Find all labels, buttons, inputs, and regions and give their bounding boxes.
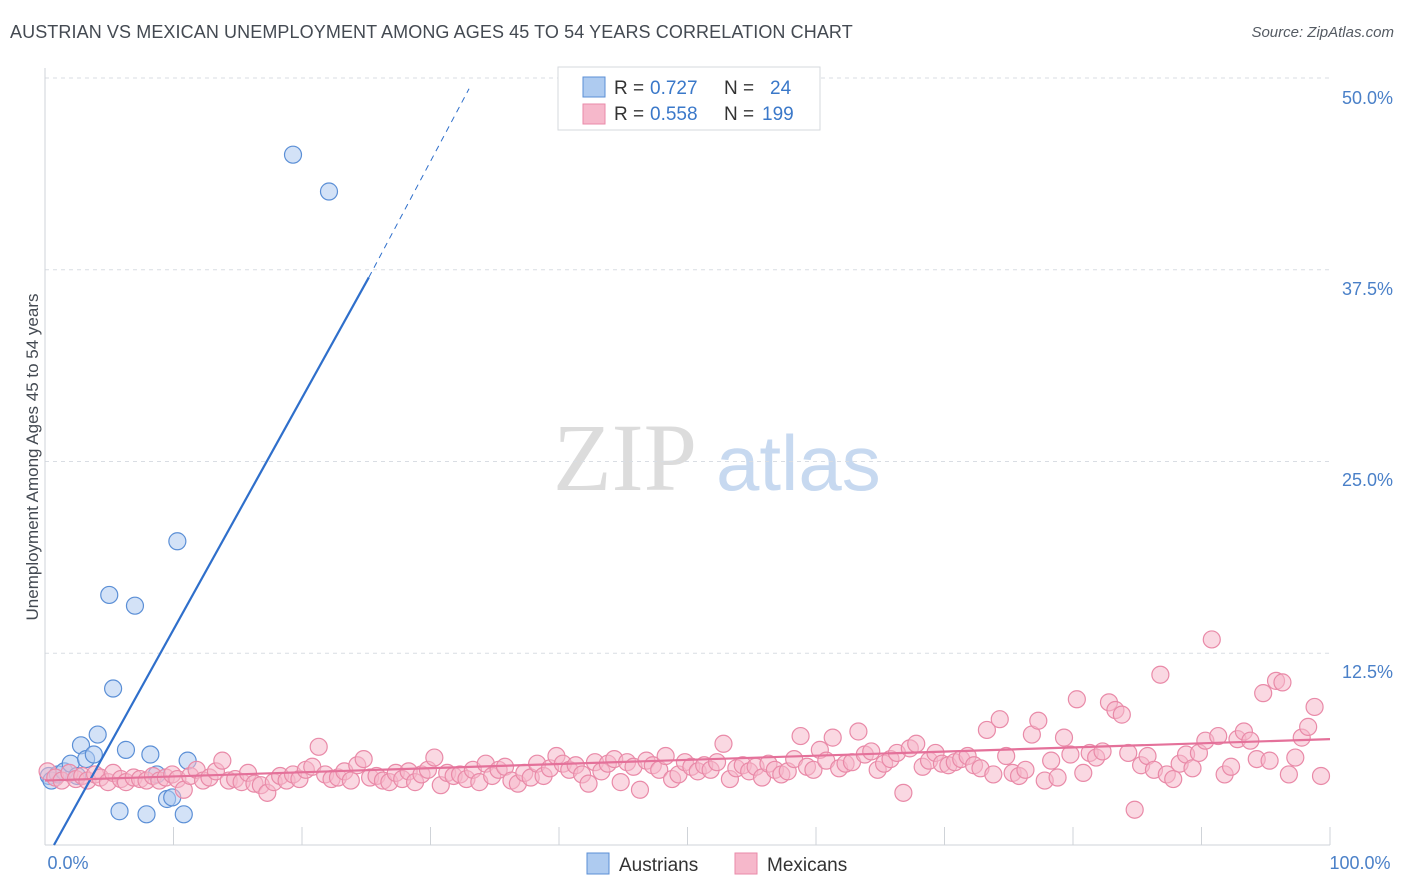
series-legend: Austrians Mexicans (586, 852, 847, 876)
point-mexicans-49 (354, 749, 373, 769)
bottom-legend-label-mexicans: Mexicans (767, 855, 847, 876)
legend-n-value-austrians: 24 (770, 78, 792, 99)
correlation-legend: R = 0.727 N = 24 R = 0.558 N = 199 (557, 66, 821, 131)
x-tick-label-max: 100.0% (1329, 853, 1390, 873)
point-mexicans-126 (849, 722, 868, 741)
point-mexicans-178 (1183, 759, 1202, 778)
legend-r-value-austrians: 0.727 (650, 78, 698, 99)
point-mexicans-161 (1074, 763, 1093, 783)
point-mexicans-175 (1164, 769, 1183, 789)
watermark-atlas: atlas (716, 419, 881, 507)
point-austrians-16 (141, 745, 160, 764)
point-mexicans-128 (862, 742, 881, 761)
point-mexicans-133 (894, 783, 913, 802)
point-mexicans-119 (804, 760, 823, 779)
legend-swatch-mexicans (582, 103, 606, 125)
point-austrians-10 (100, 585, 119, 605)
point-mexicans-190 (1260, 751, 1279, 770)
point-mexicans-189 (1254, 684, 1273, 703)
point-mexicans-92 (630, 780, 650, 799)
point-mexicans-159 (1061, 745, 1080, 764)
point-mexicans-158 (1054, 728, 1074, 747)
point-austrians-24 (319, 182, 339, 201)
point-mexicans-84 (579, 774, 598, 793)
point-mexicans-149 (997, 746, 1016, 766)
point-mexicans-42 (309, 737, 328, 756)
grid (45, 77, 1330, 654)
point-mexicans-154 (1029, 711, 1048, 730)
y-tick-label-25: 25.0% (1342, 470, 1393, 490)
legend-r-label-austrians: R = (614, 78, 644, 99)
point-mexicans-89 (611, 773, 630, 792)
point-mexicans-60 (425, 748, 444, 767)
point-mexicans-193 (1279, 765, 1298, 784)
point-mexicans-192 (1273, 673, 1292, 692)
point-mexicans-135 (907, 734, 926, 753)
point-austrians-13 (116, 740, 136, 759)
point-mexicans-197 (1305, 697, 1324, 717)
point-mexicans-168 (1119, 743, 1138, 763)
point-mexicans-160 (1067, 690, 1086, 709)
point-austrians-23 (283, 145, 303, 164)
point-mexicans-169 (1125, 800, 1144, 819)
point-austrians-15 (137, 805, 156, 824)
point-mexicans-173 (1151, 665, 1170, 684)
point-mexicans-152 (1016, 760, 1035, 779)
point-mexicans-122 (823, 728, 842, 747)
axes (44, 68, 1331, 846)
y-axis-label: Unemployment Among Ages 45 to 54 years (23, 294, 42, 621)
point-mexicans-105 (714, 734, 733, 753)
data-points (38, 145, 1331, 824)
legend-r-value-mexicans: 0.558 (650, 104, 698, 125)
bottom-legend-label-austrians: Austrians (619, 855, 698, 876)
watermark-zip: ZIP (553, 404, 697, 511)
point-mexicans-181 (1202, 630, 1221, 649)
point-mexicans-184 (1221, 757, 1241, 776)
point-mexicans-167 (1112, 705, 1131, 724)
point-mexicans-148 (990, 710, 1009, 729)
point-austrians-14 (125, 596, 145, 615)
y-tick-label-12-5: 12.5% (1342, 662, 1393, 682)
bottom-legend-swatch-mexicans (734, 852, 758, 875)
point-mexicans-96 (656, 746, 675, 766)
point-mexicans-147 (984, 765, 1003, 784)
x-tick-label-min: 0.0% (47, 853, 88, 873)
bottom-legend-swatch-austrians (586, 852, 610, 875)
point-mexicans-198 (1311, 766, 1331, 786)
point-austrians-20 (168, 532, 187, 551)
trend-line-austrians (53, 276, 370, 846)
point-austrians-12 (110, 802, 129, 821)
legend-n-value-mexicans: 199 (762, 104, 794, 125)
legend-n-label-austrians: N = (724, 78, 754, 99)
point-mexicans-27 (213, 751, 232, 770)
trend-lines (44, 88, 1331, 846)
point-mexicans-117 (791, 726, 810, 746)
point-mexicans-156 (1042, 751, 1061, 770)
y-tick-label-37-5: 37.5% (1342, 279, 1393, 299)
chart-title: AUSTRIAN VS MEXICAN UNEMPLOYMENT AMONG A… (10, 22, 853, 42)
point-mexicans-182 (1209, 726, 1228, 746)
legend-r-label-mexicans: R = (614, 104, 644, 125)
point-austrians-21 (174, 805, 193, 824)
point-mexicans-157 (1048, 768, 1067, 787)
point-austrians-9 (88, 725, 107, 744)
point-mexicans-196 (1299, 717, 1318, 736)
point-austrians-8 (84, 745, 103, 764)
point-mexicans-194 (1286, 748, 1305, 767)
source-label: Source: ZipAtlas.com (1251, 24, 1394, 41)
trend-line-mexicans (44, 738, 1331, 782)
legend-swatch-austrians (582, 76, 606, 98)
trend-line-austrians-extension (368, 88, 470, 278)
legend-n-label-mexicans: N = (724, 104, 754, 125)
y-tick-label-50: 50.0% (1342, 88, 1393, 108)
point-austrians-11 (104, 679, 123, 698)
point-mexicans-146 (977, 720, 997, 740)
point-mexicans-104 (707, 753, 727, 772)
point-mexicans-47 (341, 771, 360, 790)
